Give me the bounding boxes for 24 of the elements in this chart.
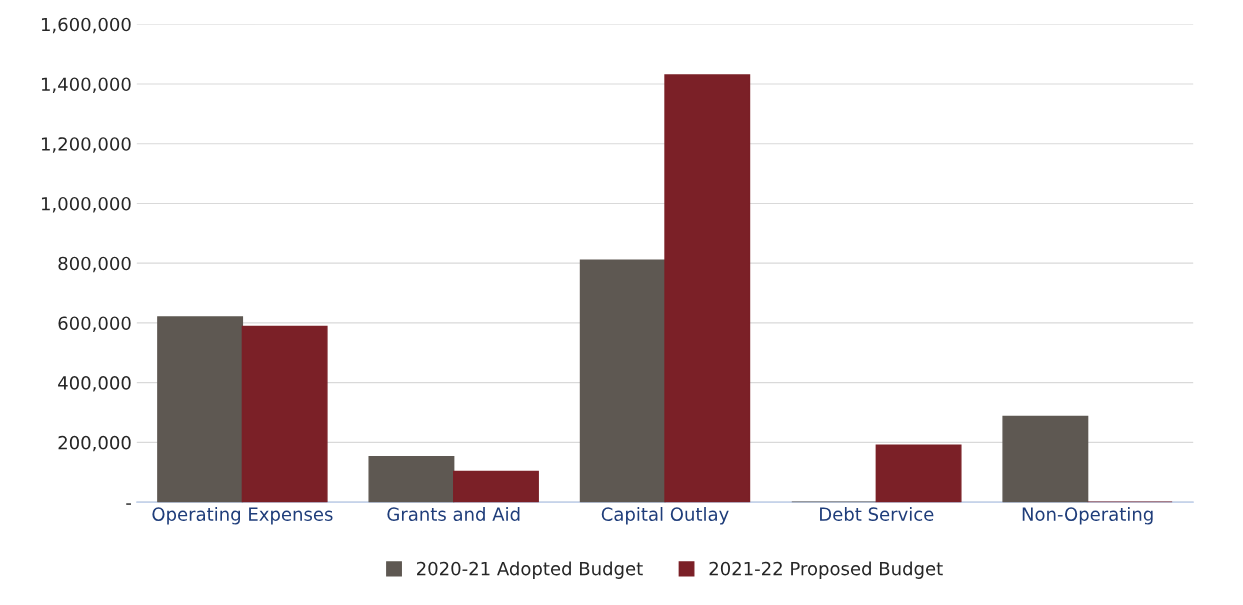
bar: [875, 444, 962, 503]
bar: [241, 325, 328, 503]
y-tick-label: 1,200,000: [41, 137, 131, 153]
bar: [368, 456, 455, 503]
x-tick-label: Grants and Aid: [387, 507, 520, 521]
bar: [157, 316, 244, 503]
x-tick-label: Operating Expenses: [152, 507, 333, 525]
y-tick-label: -: [126, 503, 131, 505]
x-tick-label: Debt Service: [820, 507, 934, 521]
y-tick-label: 600,000: [58, 316, 131, 332]
bar: [452, 470, 539, 503]
y-tick-label: 400,000: [58, 376, 131, 392]
y-tick-label: 1,400,000: [41, 77, 131, 93]
bar: [1002, 415, 1089, 503]
x-tick-label: Non-Operating: [1022, 507, 1153, 525]
y-tick-label: 1,000,000: [41, 196, 131, 213]
bar: [664, 74, 751, 503]
legend-label: 2021-22 Proposed Budget: [709, 561, 943, 579]
bar: [579, 259, 666, 503]
y-tick-label: 1,600,000: [41, 17, 131, 34]
y-tick-label: 200,000: [58, 435, 131, 452]
x-tick-label: Capital Outlay: [601, 507, 729, 525]
legend-label: 2020-21 Adopted Budget: [417, 561, 643, 579]
y-tick-label: 800,000: [58, 256, 131, 273]
